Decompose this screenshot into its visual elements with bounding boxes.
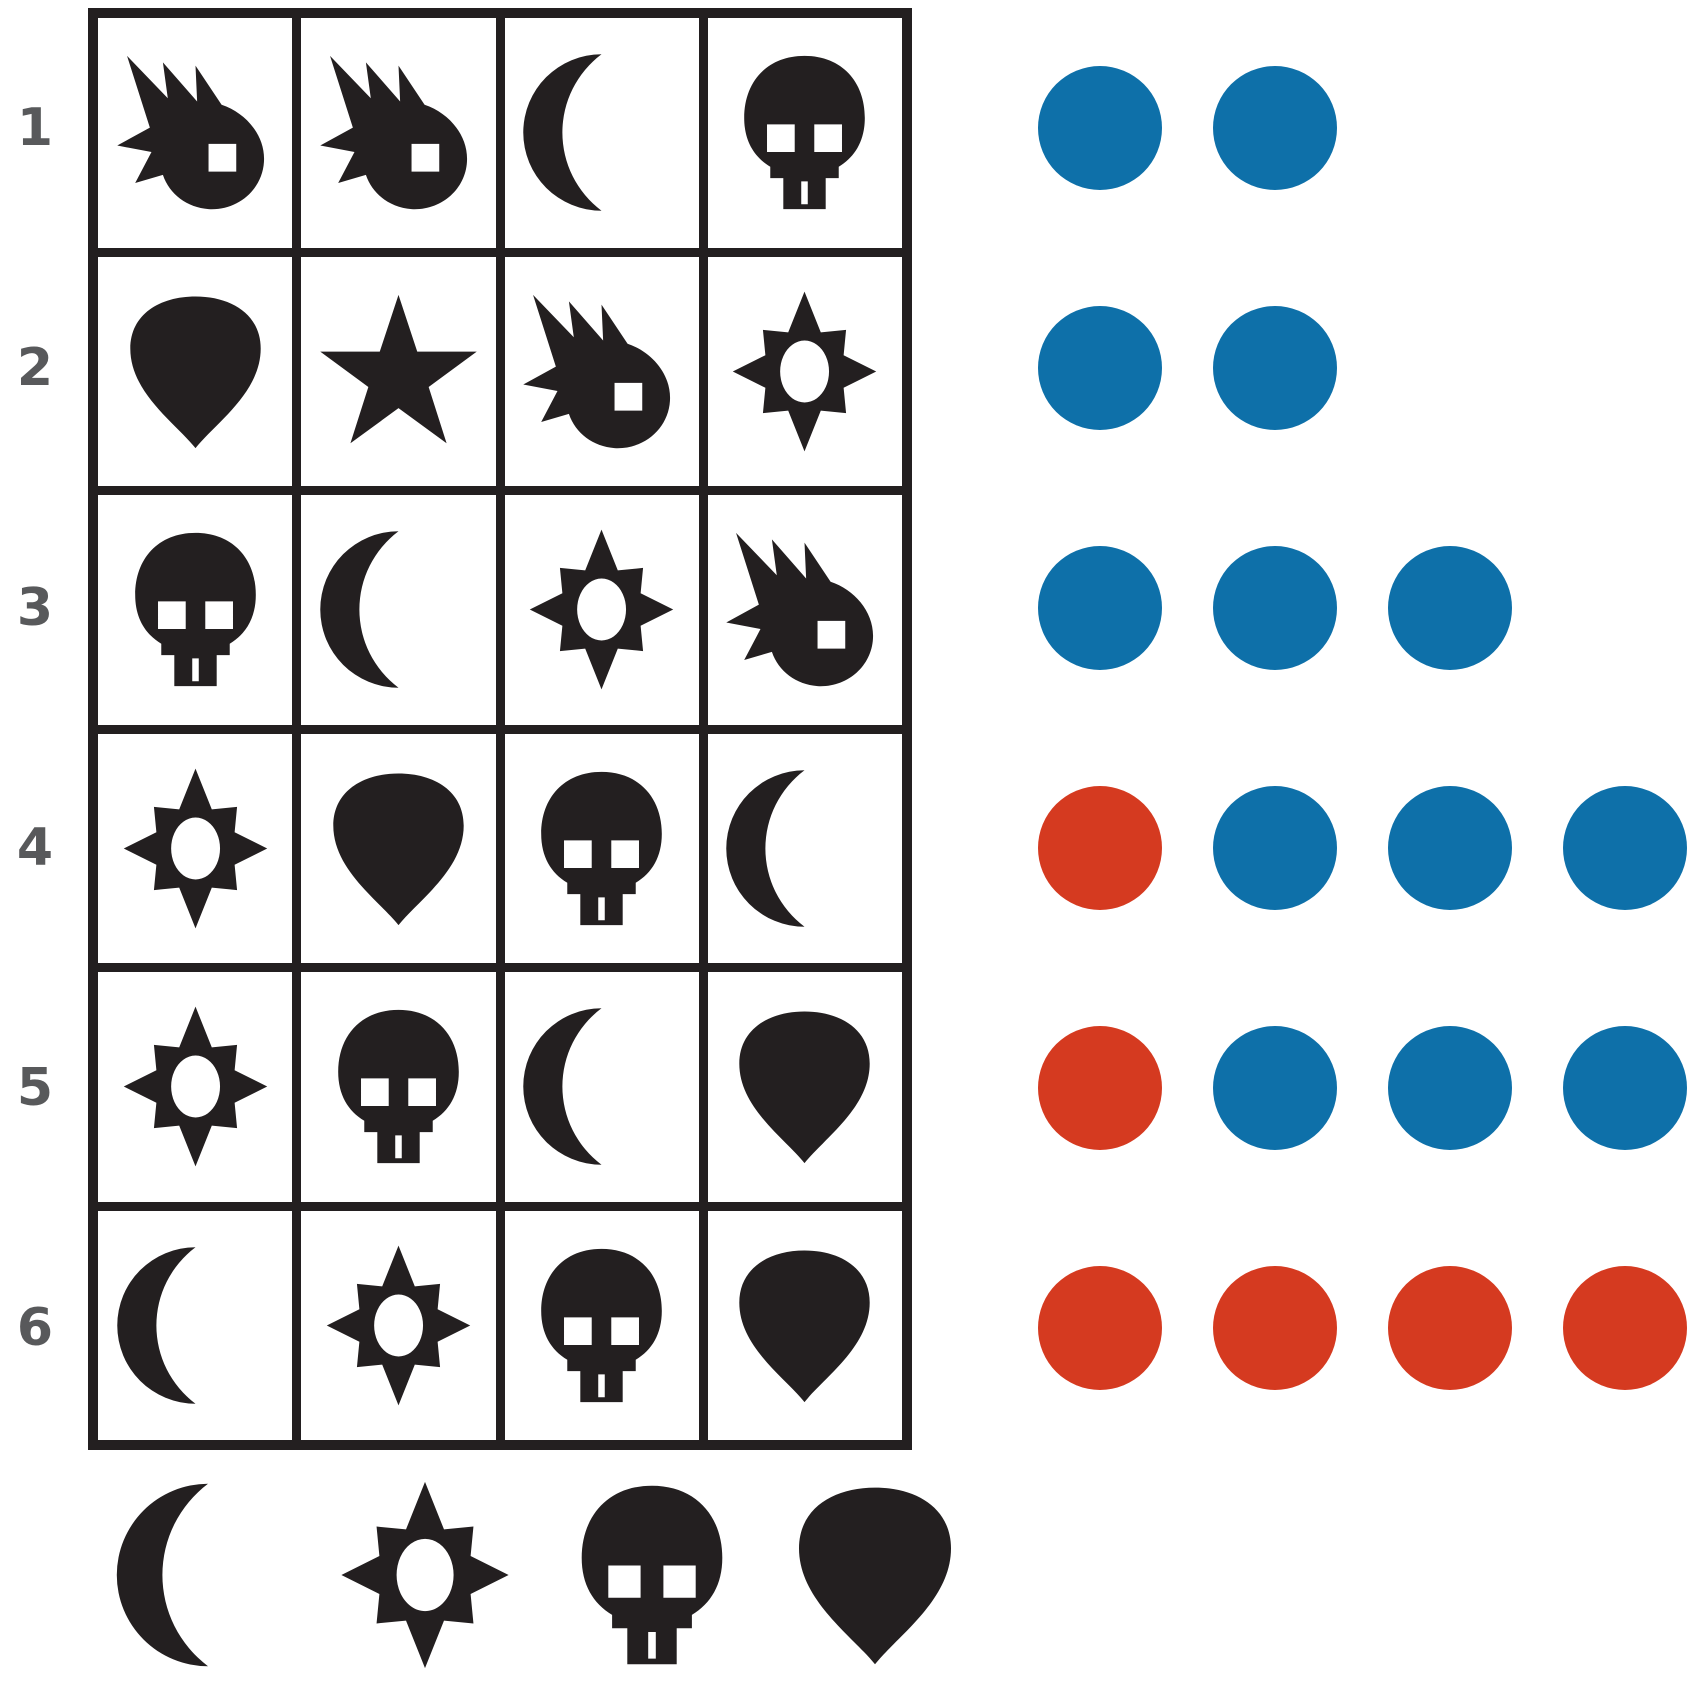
skull-icon: [114, 528, 277, 691]
feedback-dot-blue: [1388, 786, 1512, 910]
feedback-dot-red: [1038, 1266, 1162, 1390]
guess-cell: [98, 1210, 293, 1440]
sun-icon: [114, 767, 277, 930]
guess-cell: [98, 256, 293, 486]
comet-icon: [520, 290, 683, 453]
guess-cell: [707, 972, 902, 1202]
guess-cell: [504, 495, 699, 725]
guess-cell: [301, 495, 496, 725]
feedback-dot-red: [1388, 1266, 1512, 1390]
feedback-dot-blue: [1213, 306, 1337, 430]
comet-icon: [723, 528, 886, 691]
feedback-dot-blue: [1038, 306, 1162, 430]
moon-icon: [520, 51, 683, 214]
sun-icon: [520, 528, 683, 691]
star-icon: [317, 290, 480, 453]
skull-icon: [317, 1005, 480, 1168]
sun-icon: [723, 290, 886, 453]
feedback-dot-red: [1213, 1266, 1337, 1390]
solution-sun-icon[interactable]: [330, 1480, 520, 1670]
moon-icon: [723, 767, 886, 930]
skull-icon: [520, 1244, 683, 1407]
row-number-label: 2: [16, 338, 54, 398]
skull-icon: [723, 51, 886, 214]
pick-icon: [723, 1244, 886, 1407]
feedback-dot-blue: [1563, 1026, 1687, 1150]
guess-cell: [98, 18, 293, 248]
guess-cell: [98, 495, 293, 725]
moon-icon: [520, 1005, 683, 1168]
comet-icon: [317, 51, 480, 214]
feedback-dot-blue: [1213, 546, 1337, 670]
guess-cell: [504, 18, 699, 248]
guess-cell: [707, 495, 902, 725]
feedback-dot-blue: [1213, 1026, 1337, 1150]
solution-pick-icon[interactable]: [780, 1480, 970, 1670]
guess-grid: [88, 8, 912, 1450]
moon-icon: [317, 528, 480, 691]
feedback-dot-blue: [1038, 66, 1162, 190]
feedback-dot-blue: [1388, 1026, 1512, 1150]
row-number-label: 4: [16, 818, 54, 878]
solution-skull-icon[interactable]: [557, 1480, 747, 1670]
feedback-dot-blue: [1388, 546, 1512, 670]
solution-moon-icon[interactable]: [113, 1480, 303, 1670]
guess-cell: [504, 256, 699, 486]
feedback-dot-blue: [1563, 786, 1687, 910]
guess-cell: [504, 1210, 699, 1440]
guess-cell: [504, 972, 699, 1202]
pick-icon: [114, 290, 277, 453]
guess-cell: [707, 733, 902, 963]
guess-cell: [707, 1210, 902, 1440]
guess-cell: [98, 733, 293, 963]
feedback-dot-blue: [1038, 546, 1162, 670]
sun-icon: [114, 1005, 277, 1168]
sun-icon: [317, 1244, 480, 1407]
guess-cell: [504, 733, 699, 963]
feedback-dot-blue: [1213, 786, 1337, 910]
row-number-label: 3: [16, 578, 54, 638]
row-number-label: 5: [16, 1058, 54, 1118]
guess-cell: [301, 972, 496, 1202]
row-number-label: 1: [16, 98, 54, 158]
guess-cell: [301, 733, 496, 963]
feedback-dot-blue: [1213, 66, 1337, 190]
guess-cell: [98, 972, 293, 1202]
guess-cell: [301, 256, 496, 486]
guess-cell: [707, 256, 902, 486]
comet-icon: [114, 51, 277, 214]
moon-icon: [114, 1244, 277, 1407]
skull-icon: [520, 767, 683, 930]
guess-cell: [707, 18, 902, 248]
feedback-dot-red: [1563, 1266, 1687, 1390]
guess-cell: [301, 1210, 496, 1440]
guess-cell: [301, 18, 496, 248]
feedback-dot-red: [1038, 786, 1162, 910]
feedback-dot-red: [1038, 1026, 1162, 1150]
pick-icon: [317, 767, 480, 930]
pick-icon: [723, 1005, 886, 1168]
row-number-label: 6: [16, 1298, 54, 1358]
